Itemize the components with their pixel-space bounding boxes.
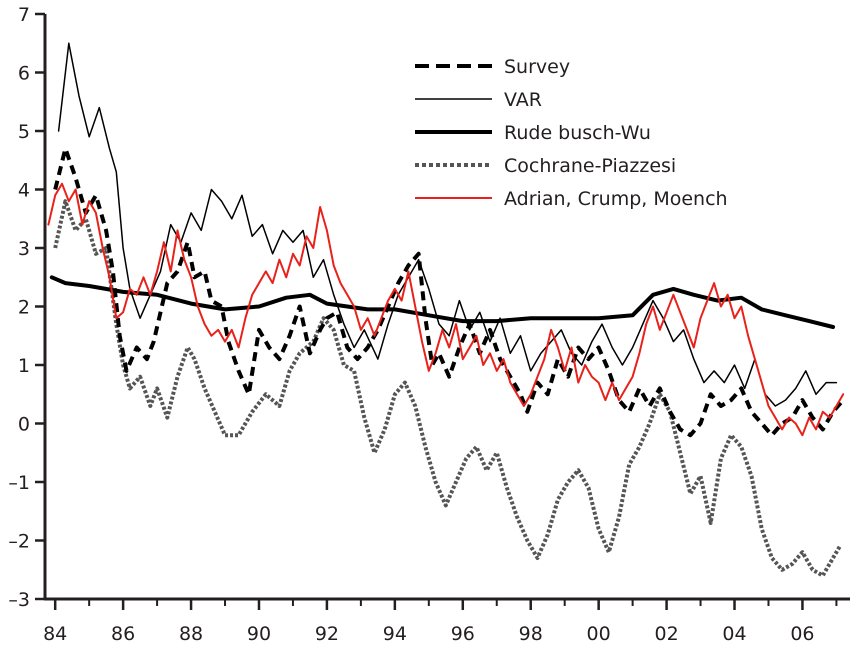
y-tick-label: 7 (18, 4, 30, 26)
y-tick-label: 0 (18, 414, 30, 436)
axis-ticks: –3 –2 –1 0 1 2 3 4 5 6 7 84 86 88 90 92 94 96 98 00 02 04 06 (8, 4, 838, 645)
legend-label: VAR (504, 89, 542, 111)
series-line-survey (53, 146, 845, 438)
x-tick-label: 98 (519, 623, 543, 645)
x-tick-label: 94 (383, 623, 407, 645)
legend-label: Rude busch-Wu (504, 122, 651, 144)
x-tick-label: 02 (654, 623, 678, 645)
x-tick-label: 00 (587, 623, 611, 645)
series-lines (47, 42, 845, 578)
y-tick-label: –2 (8, 531, 30, 553)
y-tick-label: 3 (18, 238, 30, 260)
series-line-rude-busch-wu (49, 275, 835, 329)
y-tick-label: 4 (18, 180, 30, 202)
series-line-adrian-crump-moench (47, 182, 845, 437)
x-tick-label: 90 (247, 623, 271, 645)
y-tick-label: 1 (18, 355, 30, 377)
x-tick-label: 06 (790, 623, 814, 645)
axes (43, 14, 850, 601)
legend: Survey VAR Rude busch-Wu Cochrane-Piazzesi A… (415, 56, 728, 210)
series-line-var (57, 42, 838, 407)
legend-label: Survey (504, 56, 570, 78)
y-tick-label: 6 (18, 63, 30, 85)
legend-label: Adrian, Crump, Moench (504, 188, 728, 210)
legend-label: Cochrane-Piazzesi (504, 155, 676, 177)
y-tick-label: 5 (18, 121, 30, 143)
x-tick-label: 96 (451, 623, 475, 645)
x-tick-label: 86 (111, 623, 135, 645)
x-tick-label: 04 (722, 623, 746, 645)
y-tick-label: 2 (18, 297, 30, 319)
y-tick-label: –3 (8, 589, 30, 611)
x-tick-label: 92 (315, 623, 339, 645)
y-tick-label: –1 (8, 472, 30, 494)
x-tick-label: 88 (179, 623, 203, 645)
series-line-cochrane-piazzesi (53, 199, 842, 578)
x-tick-label: 84 (43, 623, 67, 645)
